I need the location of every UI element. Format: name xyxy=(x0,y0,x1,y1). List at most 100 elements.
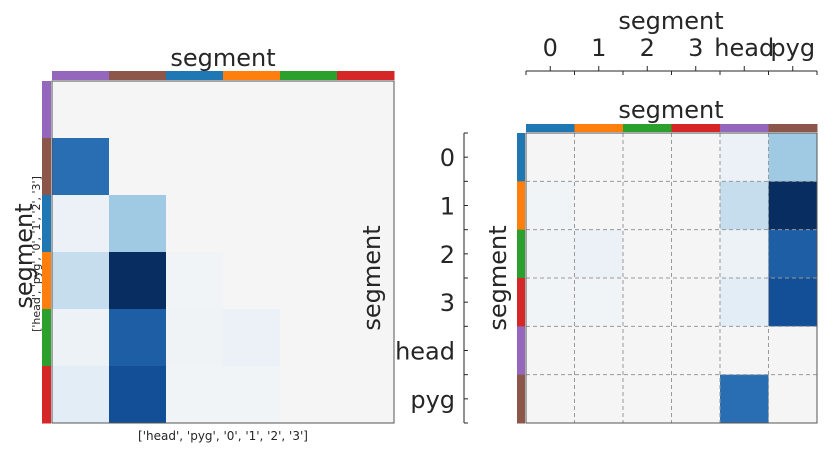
middle-tick-label-0: 0 xyxy=(440,144,455,172)
left-cell-head-3 xyxy=(337,81,395,139)
right-column-color-bar xyxy=(526,124,818,132)
top-tick-label-2: 2 xyxy=(640,34,655,62)
left-heatmap-frame xyxy=(51,80,395,424)
right-cell-3-head xyxy=(720,278,769,327)
right-colbar-1 xyxy=(574,124,624,132)
right-cell-3-3 xyxy=(671,278,721,327)
left-colbar-0 xyxy=(166,71,224,80)
right-cell-0-3 xyxy=(671,133,721,182)
middle-axis-ticks: 0 1 2 3 head pyg xyxy=(395,132,468,424)
left-cell-0-1 xyxy=(223,195,281,253)
right-cell-2-head xyxy=(720,229,769,279)
top-tick-label-0: 0 xyxy=(543,34,558,62)
left-cell-3-0 xyxy=(166,366,224,424)
right-heatmap-grid xyxy=(526,133,817,423)
left-cell-2-1 xyxy=(223,309,281,367)
right-cell-pyg-head xyxy=(720,374,769,424)
left-cell-1-pyg xyxy=(109,252,167,310)
left-cell-pyg-2 xyxy=(280,138,338,196)
right-cell-0-0 xyxy=(526,133,575,182)
right-cell-0-2 xyxy=(623,133,672,182)
right-cell-1-1 xyxy=(574,181,624,231)
right-cell-2-1 xyxy=(574,229,624,279)
right-cell-head-3 xyxy=(671,326,721,376)
left-cell-0-2 xyxy=(280,195,338,253)
top-tick-label-1: 1 xyxy=(591,34,606,62)
left-cell-3-1 xyxy=(223,366,281,424)
right-cell-head-head xyxy=(720,326,769,376)
right-cell-pyg-2 xyxy=(623,374,672,424)
right-cell-0-pyg xyxy=(768,133,818,182)
left-cell-2-3 xyxy=(337,309,395,367)
left-cell-0-3 xyxy=(337,195,395,253)
right-rowbar-2 xyxy=(517,229,525,279)
left-heatmap-title: segment xyxy=(170,44,275,72)
left-cell-2-0 xyxy=(166,309,224,367)
right-heatmap-panel: segment segment xyxy=(484,96,818,424)
right-cell-3-pyg xyxy=(768,278,818,327)
middle-axis-label: segment xyxy=(358,225,386,330)
right-cell-2-3 xyxy=(671,229,721,279)
right-rowbar-pyg xyxy=(517,374,525,424)
right-row-color-bar xyxy=(517,133,525,424)
right-cell-pyg-3 xyxy=(671,374,721,424)
right-cell-1-3 xyxy=(671,181,721,231)
left-cell-0-0 xyxy=(166,195,224,253)
left-cell-3-pyg xyxy=(109,366,167,424)
middle-tick-label-3: 3 xyxy=(440,289,455,317)
left-row-color-bar xyxy=(42,81,51,424)
left-cell-0-pyg xyxy=(109,195,167,253)
right-cell-3-2 xyxy=(623,278,672,327)
right-cell-2-0 xyxy=(526,229,575,279)
left-rowbar-2 xyxy=(42,309,51,367)
left-cell-head-2 xyxy=(280,81,338,139)
right-cell-pyg-pyg xyxy=(768,374,818,424)
left-cell-head-pyg xyxy=(109,81,167,139)
right-cell-head-0 xyxy=(526,326,575,376)
right-rowbar-head xyxy=(517,326,525,376)
left-cell-pyg-1 xyxy=(223,138,281,196)
left-colbar-pyg xyxy=(109,71,167,80)
right-rowbar-3 xyxy=(517,278,525,327)
left-cell-head-1 xyxy=(223,81,281,139)
left-cell-3-3 xyxy=(337,366,395,424)
left-cell-2-2 xyxy=(280,309,338,367)
left-heatmap-ylabel: segment xyxy=(10,203,38,308)
left-cell-pyg-0 xyxy=(166,138,224,196)
left-cell-2-pyg xyxy=(109,309,167,367)
left-heatmap-xlabel: ['head', 'pyg', '0', '1', '2', '3'] xyxy=(138,429,308,443)
right-colbar-pyg xyxy=(768,124,818,132)
right-cell-head-1 xyxy=(574,326,624,376)
left-cell-pyg-3 xyxy=(337,138,395,196)
right-cell-2-pyg xyxy=(768,229,818,279)
right-cell-0-1 xyxy=(574,133,624,182)
left-colbar-2 xyxy=(280,71,338,80)
right-heatmap-ylabel: segment xyxy=(484,225,512,330)
left-cell-1-0 xyxy=(166,252,224,310)
top-tick-label-pyg: pyg xyxy=(770,34,815,62)
right-cell-3-0 xyxy=(526,278,575,327)
right-cell-1-head xyxy=(720,181,769,231)
left-rowbar-3 xyxy=(42,366,51,424)
top-axis-label: segment xyxy=(618,7,723,35)
left-cell-head-0 xyxy=(166,81,224,139)
left-rowbar-pyg xyxy=(42,138,51,196)
right-heatmap-cells xyxy=(526,133,818,424)
right-rowbar-0 xyxy=(517,133,525,182)
left-cell-1-3 xyxy=(337,252,395,310)
top-tick-label-3: 3 xyxy=(688,34,703,62)
left-colbar-1 xyxy=(223,71,281,80)
top-tick-label-head: head xyxy=(714,34,774,62)
right-rowbar-1 xyxy=(517,181,525,231)
right-cell-1-pyg xyxy=(768,181,818,231)
right-cell-0-head xyxy=(720,133,769,182)
right-colbar-0 xyxy=(526,124,575,132)
right-cell-2-2 xyxy=(623,229,672,279)
right-cell-pyg-1 xyxy=(574,374,624,424)
right-colbar-3 xyxy=(671,124,721,132)
left-cell-3-2 xyxy=(280,366,338,424)
left-rowbar-head xyxy=(42,81,51,139)
